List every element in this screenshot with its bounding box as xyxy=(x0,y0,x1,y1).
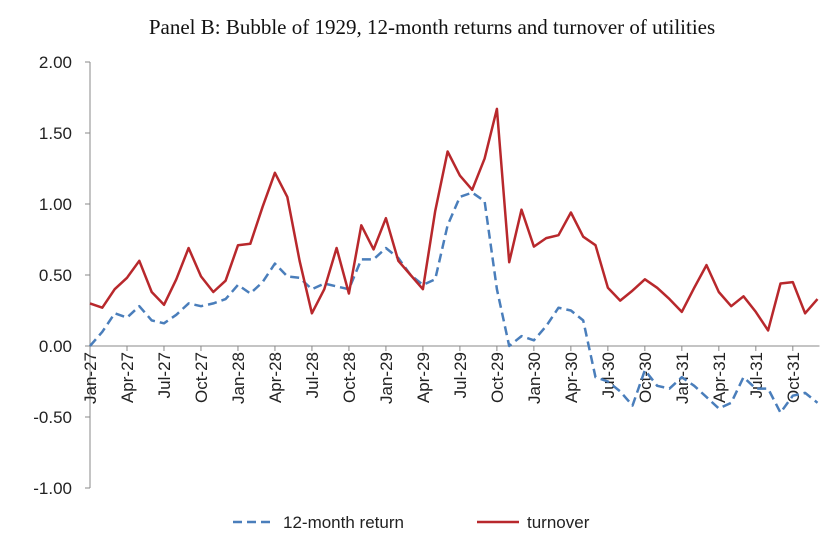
y-tick-label: 2.00 xyxy=(39,53,72,72)
x-tick-label: Jul-30 xyxy=(599,352,618,398)
legend-label: turnover xyxy=(527,513,590,532)
x-tick-label: Oct-29 xyxy=(488,352,507,403)
y-tick-label: -0.50 xyxy=(33,408,72,427)
x-tick-label: Jan-27 xyxy=(81,352,100,404)
x-tick-label: Jul-27 xyxy=(155,352,174,398)
x-tick-label: Jul-29 xyxy=(451,352,470,398)
y-tick-label: 0.50 xyxy=(39,266,72,285)
x-tick-label: Oct-28 xyxy=(340,352,359,403)
x-tick-label: Oct-31 xyxy=(784,352,803,403)
y-tick-label: 0.00 xyxy=(39,337,72,356)
series-line xyxy=(89,191,819,414)
x-tick-label: Apr-27 xyxy=(118,352,137,403)
x-tick-label: Oct-30 xyxy=(636,352,655,403)
x-tick-label: Jul-28 xyxy=(303,352,322,398)
legend-label: 12-month return xyxy=(283,513,404,532)
x-tick-label: Apr-28 xyxy=(266,352,285,403)
x-tick-label: Jan-29 xyxy=(377,352,396,404)
x-tick-label: Jul-31 xyxy=(747,352,766,398)
series-line xyxy=(89,107,819,332)
x-tick-label: Apr-30 xyxy=(562,352,581,403)
chart-title: Panel B: Bubble of 1929, 12-month return… xyxy=(149,15,715,39)
y-tick-label: -1.00 xyxy=(33,479,72,498)
x-tick-label: Jan-28 xyxy=(229,352,248,404)
y-tick-label: 1.50 xyxy=(39,124,72,143)
x-tick-label: Jan-30 xyxy=(525,352,544,404)
x-tick-label: Apr-31 xyxy=(710,352,729,403)
x-tick-label: Apr-29 xyxy=(414,352,433,403)
x-tick-label: Oct-27 xyxy=(192,352,211,403)
y-tick-label: 1.00 xyxy=(39,195,72,214)
